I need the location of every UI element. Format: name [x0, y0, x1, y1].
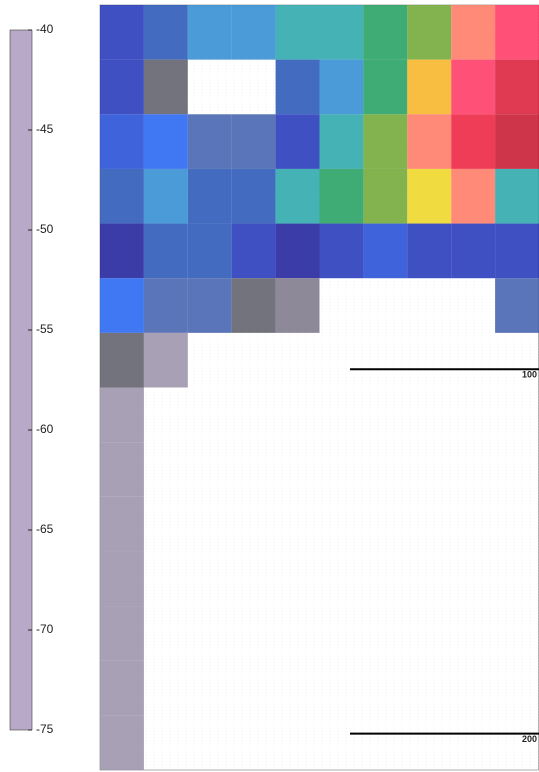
- heatmap-cell: [495, 60, 539, 115]
- heatmap-cell: [232, 169, 276, 224]
- heatmap-cell: [144, 5, 188, 60]
- heatmap-cell: [144, 224, 188, 279]
- heatmap-cell: [232, 224, 276, 279]
- heatmap-cell: [363, 169, 407, 224]
- heatmap-cell: [495, 224, 539, 279]
- colorbar-tick-label: -60: [36, 422, 54, 436]
- heatmap-cell: [451, 60, 495, 115]
- colorbar-tick-label: -40: [36, 22, 54, 36]
- heatmap-cell: [276, 114, 320, 169]
- heatmap-cell: [188, 224, 232, 279]
- heatmap-cell: [495, 114, 539, 169]
- heatmap-cell: [320, 224, 364, 279]
- heatmap-cell: [363, 114, 407, 169]
- heatmap-cell: [144, 169, 188, 224]
- heatmap-cell: [232, 114, 276, 169]
- heatmap-cell: [100, 224, 144, 279]
- heatmap-cell: [100, 551, 144, 606]
- heatmap-cell: [100, 60, 144, 115]
- heatmap-cell: [144, 278, 188, 333]
- heatmap-cell: [451, 114, 495, 169]
- heatmap-cell: [320, 5, 364, 60]
- heatmap-cell: [232, 5, 276, 60]
- heatmap-cell: [451, 169, 495, 224]
- colorbar-tick-label: -70: [36, 622, 54, 636]
- heatmap-cell: [276, 278, 320, 333]
- heatmap-cell: [100, 114, 144, 169]
- colorbar: [10, 30, 32, 730]
- heatmap-cell: [144, 114, 188, 169]
- heatmap-cell: [363, 60, 407, 115]
- heatmap-cell: [451, 224, 495, 279]
- heatmap-cell: [144, 60, 188, 115]
- heatmap-cell: [100, 388, 144, 443]
- heatmap-cell: [320, 169, 364, 224]
- heatmap-cell: [100, 606, 144, 661]
- heatmap-cell: [407, 114, 451, 169]
- colorbar-tick-label: -45: [36, 122, 54, 136]
- heatmap-cell: [144, 333, 188, 388]
- heatmap-cell: [188, 169, 232, 224]
- heatmap-cell: [276, 224, 320, 279]
- heatmap-cell: [495, 5, 539, 60]
- heatmap-cell: [363, 224, 407, 279]
- heatmap-cell: [100, 497, 144, 552]
- heatmap-cell: [188, 5, 232, 60]
- heatmap-cell: [276, 169, 320, 224]
- y-tick-label: 100: [522, 370, 537, 380]
- heatmap-cell: [495, 278, 539, 333]
- heatmap-cell: [276, 60, 320, 115]
- colorbar-tick-label: -75: [36, 722, 54, 736]
- heatmap-cell: [100, 715, 144, 770]
- heatmap-cell: [407, 60, 451, 115]
- heatmap-cell: [407, 224, 451, 279]
- heatmap-cell: [188, 278, 232, 333]
- heatmap-cell: [407, 169, 451, 224]
- heatmap-cell: [188, 114, 232, 169]
- heatmap-cell: [100, 661, 144, 716]
- heatmap-cell: [232, 278, 276, 333]
- heatmap-cell: [100, 5, 144, 60]
- colorbar-tick-label: -65: [36, 522, 54, 536]
- heatmap-cell: [320, 114, 364, 169]
- y-tick-label: 200: [522, 734, 537, 744]
- heatmap-cell: [495, 169, 539, 224]
- colorbar-tick-label: -55: [36, 322, 54, 336]
- heatmap-cell: [276, 5, 320, 60]
- heatmap-cell: [451, 5, 495, 60]
- heatmap-cell: [100, 278, 144, 333]
- colorbar-tick-label: -50: [36, 222, 54, 236]
- heatmap-cell: [100, 333, 144, 388]
- heatmap-cell: [320, 60, 364, 115]
- heatmap-cell: [407, 5, 451, 60]
- heatmap-cell: [100, 442, 144, 497]
- heatmap-cell: [100, 169, 144, 224]
- heatmap-cell: [363, 5, 407, 60]
